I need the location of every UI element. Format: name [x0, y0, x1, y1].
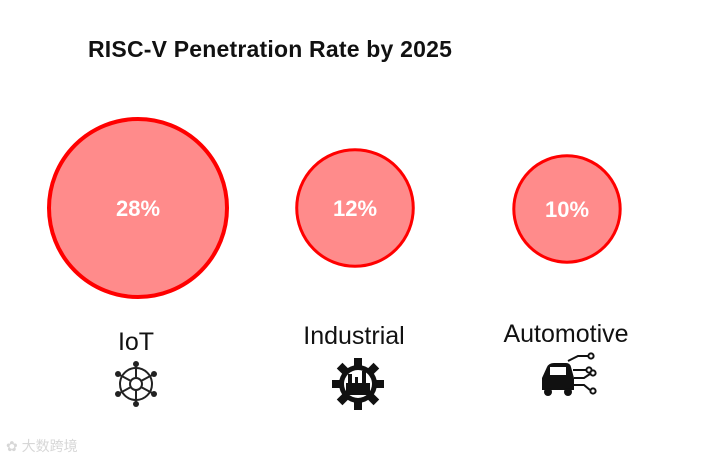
category-label-iot: IoT	[117, 328, 155, 356]
iot-network-icon	[115, 361, 157, 407]
chart-title: RISC-V Penetration Rate by 2025	[88, 36, 453, 62]
industrial-gear-factory-icon	[332, 358, 384, 410]
bubble-value-label-industrial: 12%	[333, 196, 377, 221]
bubble-value-label-automotive: 10%	[545, 197, 589, 222]
category-label-automotive: Automotive	[503, 320, 629, 348]
bubble-iot	[47, 117, 229, 299]
bubble-value-label-iot: 28%	[116, 196, 160, 221]
bubble-industrial	[295, 148, 415, 268]
bubble-automotive	[512, 154, 622, 264]
watermark-logo: ✿ 大数跨境	[6, 438, 78, 454]
automotive-car-circuit-icon	[542, 352, 597, 396]
category-label-industrial: Industrial	[303, 322, 405, 350]
